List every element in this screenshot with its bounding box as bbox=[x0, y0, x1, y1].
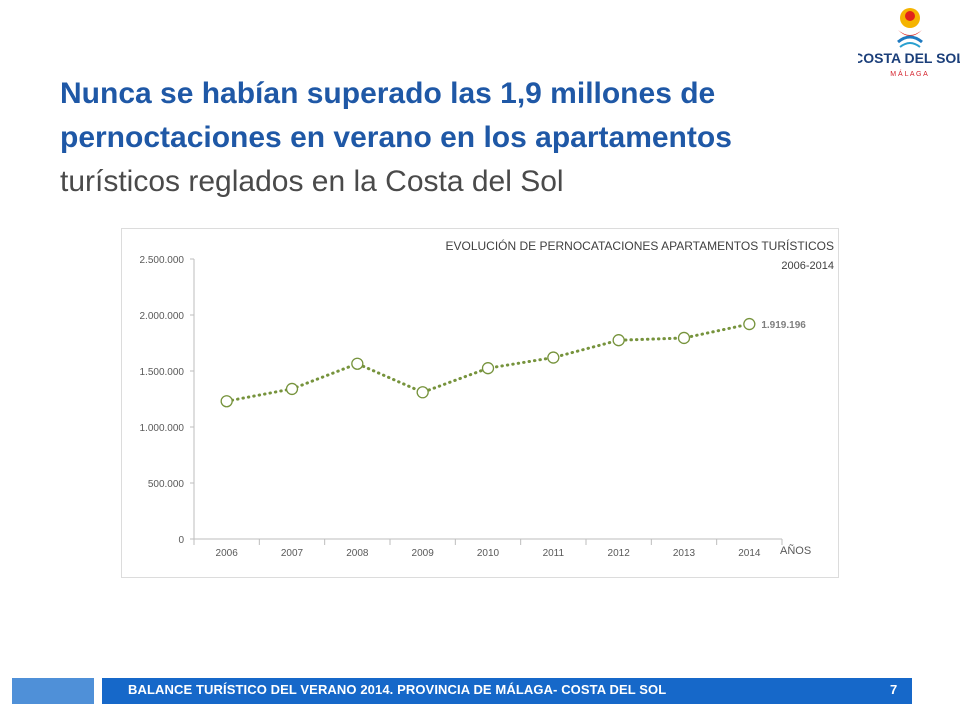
series-line bbox=[225, 322, 751, 403]
footer-accent bbox=[12, 678, 94, 704]
page-number: 7 bbox=[890, 682, 898, 697]
data-point bbox=[612, 334, 625, 347]
data-point bbox=[416, 386, 429, 399]
y-tick-label: 0 bbox=[178, 535, 184, 546]
x-tick-label: 2006 bbox=[216, 548, 239, 559]
x-tick-label: 2013 bbox=[673, 548, 696, 559]
chart-title: EVOLUCIÓN DE PERNOCATACIONES APARTAMENTO… bbox=[445, 238, 834, 253]
annotations: 1.919.196 bbox=[761, 320, 806, 331]
logo-subtext: M Á L A G A bbox=[890, 69, 928, 78]
footer-bar bbox=[102, 678, 912, 704]
y-axis: 0 500.000 1.000.000 1.500.000 2.000.000 2.500… bbox=[140, 255, 194, 546]
x-axis-label: AÑOS bbox=[780, 544, 811, 557]
y-tick-label: 2.000.000 bbox=[140, 311, 185, 322]
title-line-2: pernoctaciones en verano en los apartame… bbox=[60, 121, 732, 154]
x-tick-label: 2009 bbox=[412, 548, 435, 559]
line-chart: EVOLUCIÓN DE PERNOCATACIONES APARTAMENTO… bbox=[121, 228, 839, 578]
data-point bbox=[743, 317, 756, 331]
data-point bbox=[220, 395, 233, 408]
y-tick-label: 2.500.000 bbox=[140, 255, 185, 266]
series-markers bbox=[220, 317, 756, 408]
title-line-3: turísticos reglados en la Costa del Sol bbox=[60, 165, 564, 198]
title-line-1: Nunca se habían superado las 1,9 millone… bbox=[60, 77, 716, 110]
x-tick-label: 2007 bbox=[281, 548, 304, 559]
chart-subtitle: 2006-2014 bbox=[781, 260, 834, 272]
data-point bbox=[677, 331, 691, 345]
y-tick-label: 1.500.000 bbox=[140, 367, 185, 378]
costa-del-sol-logo: COSTA DEL SOL M Á L A G A bbox=[858, 0, 960, 82]
data-point bbox=[481, 362, 495, 375]
data-point bbox=[285, 382, 299, 396]
y-tick-label: 1.000.000 bbox=[140, 423, 185, 434]
y-tick-label: 500.000 bbox=[148, 479, 185, 490]
footer-text: BALANCE TURÍSTICO DEL VERANO 2014. PROVI… bbox=[128, 682, 667, 697]
x-tick-label: 2012 bbox=[608, 548, 631, 559]
logo-text: COSTA DEL SOL bbox=[858, 50, 960, 66]
slide-title: Nunca se habían superado las 1,9 millone… bbox=[60, 72, 860, 204]
x-tick-label: 2010 bbox=[477, 548, 500, 559]
data-label: 1.919.196 bbox=[761, 320, 806, 331]
x-axis: 2006 2007 2008 2009 2010 2011 2012 2013 2014 bbox=[193, 539, 783, 559]
chart-svg: EVOLUCIÓN DE PERNOCATACIONES APARTAMENTO… bbox=[140, 238, 835, 559]
x-tick-label: 2011 bbox=[543, 548, 565, 559]
x-tick-label: 2014 bbox=[738, 548, 761, 559]
x-tick-label: 2008 bbox=[346, 548, 369, 559]
data-point bbox=[547, 351, 560, 364]
data-point bbox=[351, 357, 364, 370]
logo-mark: COSTA DEL SOL M Á L A G A bbox=[858, 8, 960, 78]
